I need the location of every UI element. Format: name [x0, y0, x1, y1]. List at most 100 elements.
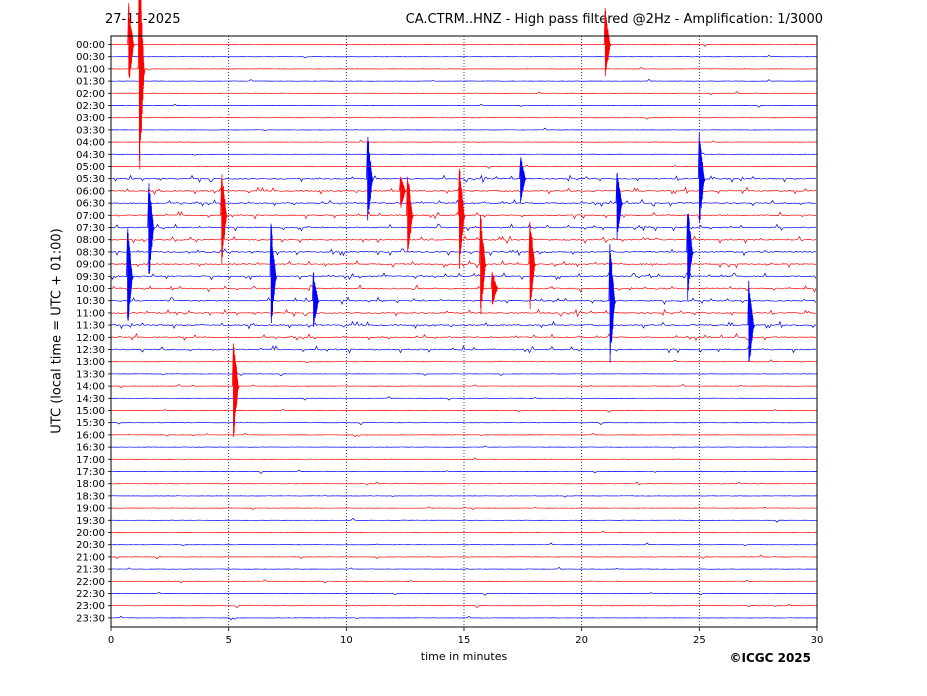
- seismic-event: [528, 221, 537, 310]
- trace-line: [110, 198, 817, 207]
- y-tick-label: 07:00: [76, 211, 105, 222]
- trace-line: [110, 103, 818, 108]
- trace-line: [110, 591, 818, 596]
- y-tick-label: 10:00: [76, 284, 105, 295]
- seismic-event: [479, 214, 487, 315]
- seismic-event: [232, 343, 240, 437]
- y-tick-label: 13:30: [76, 369, 105, 380]
- y-tick-label: 09:00: [76, 260, 105, 271]
- trace-line: [110, 117, 818, 120]
- trace-line: [110, 554, 818, 560]
- trace-line: [110, 579, 818, 584]
- y-tick-label: 23:30: [76, 613, 105, 624]
- trace-line: [110, 421, 818, 426]
- seismic-event: [126, 228, 134, 321]
- y-tick-label: 05:30: [76, 174, 105, 185]
- trace-line: [110, 372, 818, 377]
- trace-line: [110, 223, 817, 232]
- seismic-event: [519, 157, 527, 203]
- seismic-event: [747, 280, 756, 362]
- trace-line: [110, 345, 817, 354]
- trace-line: [110, 54, 818, 59]
- vertical-gridlines: [228, 36, 700, 627]
- y-tick-label: 01:30: [76, 77, 105, 88]
- trace-line: [110, 408, 818, 413]
- seismic-event: [608, 244, 617, 363]
- seismic-events: [126, 0, 756, 437]
- y-tick-label: 18:00: [76, 479, 105, 490]
- trace-line: [110, 260, 817, 269]
- x-tick-label: 5: [225, 635, 231, 646]
- y-tick-label: 22:30: [76, 589, 105, 600]
- trace-line: [110, 127, 818, 131]
- seismic-event: [220, 174, 228, 264]
- y-tick-label: 00:30: [76, 52, 105, 63]
- seismic-event: [406, 176, 414, 253]
- x-tick-label: 10: [340, 635, 353, 646]
- trace-line: [110, 396, 818, 401]
- trace-line: [110, 566, 818, 570]
- y-tick-label: 16:00: [76, 430, 105, 441]
- y-tick-label: 06:00: [76, 186, 105, 197]
- y-tick-label: 14:00: [76, 382, 105, 393]
- trace-lines: [110, 43, 818, 621]
- y-tick-label: 12:30: [76, 345, 105, 356]
- y-tick-label: 01:00: [76, 64, 105, 75]
- y-tick-label: 05:00: [76, 162, 105, 173]
- y-tick-label: 11:30: [76, 321, 105, 332]
- y-tick-label: 06:30: [76, 199, 105, 210]
- trace-line: [110, 320, 817, 330]
- trace-line: [110, 494, 818, 498]
- chart-title: CA.CTRM..HNZ - High pass filtered @2Hz -…: [405, 12, 823, 27]
- trace-line: [110, 271, 817, 281]
- trace-line: [110, 174, 817, 184]
- trace-line: [110, 78, 818, 82]
- seismic-event: [603, 7, 612, 76]
- trace-line: [110, 359, 818, 363]
- trace-line: [110, 530, 818, 534]
- y-axis-label: UTC (local time = UTC + 01:00): [49, 228, 65, 434]
- seismic-event: [697, 132, 706, 224]
- y-tick-label: 20:30: [76, 540, 105, 551]
- trace-line: [110, 506, 818, 511]
- trace-line: [110, 66, 818, 71]
- y-tick-label: 22:00: [76, 577, 105, 588]
- y-tick-label: 03:00: [76, 113, 105, 124]
- trace-line: [110, 91, 818, 95]
- trace-line: [110, 235, 817, 244]
- y-tick-label: 15:00: [76, 406, 105, 417]
- y-tick-label: 14:30: [76, 394, 105, 405]
- seismic-event: [269, 223, 278, 324]
- seismic-event: [147, 183, 155, 274]
- x-tick-label: 20: [575, 635, 588, 646]
- y-tick-label: 12:00: [76, 333, 105, 344]
- trace-line: [110, 615, 818, 621]
- trace-line: [110, 542, 818, 547]
- trace-line: [110, 457, 817, 460]
- y-tick-label: 09:30: [76, 272, 105, 283]
- y-tick-label: 11:00: [76, 308, 105, 319]
- trace-line: [110, 481, 818, 486]
- seismic-event: [127, 3, 135, 79]
- y-tick-label: 07:30: [76, 223, 105, 234]
- trace-line: [110, 308, 817, 318]
- y-tick-label: 19:30: [76, 516, 105, 527]
- y-tick-label: 23:00: [76, 601, 105, 612]
- copyright-credit: ©ICGC 2025: [729, 651, 811, 665]
- seismic-event: [686, 213, 694, 300]
- seismic-event: [137, 0, 146, 170]
- y-tick-label: 16:30: [76, 443, 105, 454]
- x-tick-label: 25: [693, 635, 706, 646]
- trace-line: [110, 248, 817, 257]
- seismic-event: [457, 168, 466, 269]
- trace-line: [110, 445, 818, 449]
- x-tick-label: 0: [108, 635, 114, 646]
- y-tick-label: 18:30: [76, 491, 105, 502]
- y-tick-label: 08:00: [76, 235, 105, 246]
- x-tick-label: 15: [458, 635, 471, 646]
- y-tick-label: 04:00: [76, 138, 105, 149]
- y-tick-label: 08:30: [76, 247, 105, 258]
- y-tick-label: 10:30: [76, 296, 105, 307]
